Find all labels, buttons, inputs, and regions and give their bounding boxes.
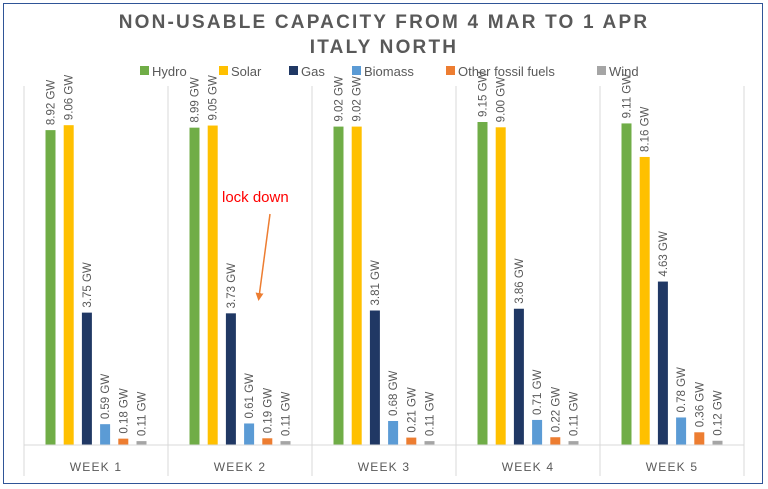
category-label: WEEK 5 [646,460,699,474]
data-label: 0.61 GW [244,373,256,419]
data-label: 9.02 GW [334,76,346,122]
bar-wind-week-4 [568,441,579,445]
data-label: 3.81 GW [370,260,382,306]
category-label: WEEK 1 [70,460,123,474]
chart-frame [3,3,763,484]
bar-hydro-week-5 [621,123,632,446]
bar-wind-week-2 [280,441,291,445]
data-label: 3.73 GW [226,263,238,309]
data-label: 0.11 GW [569,391,581,436]
legend-label-gas: Gas [301,64,325,79]
bar-hydro-week-4 [477,122,488,445]
bar-other-fossil-fuels-week-1 [118,438,129,445]
legend-label-hydro: Hydro [152,64,187,79]
bar-gas-week-2 [225,313,236,445]
legend-swatch-wind [597,66,606,75]
plot-area: 8.92 GW 9.06 GW 3.75 GW 0.59 GW 0.18 GW 0.11 … [23,71,745,476]
data-label: 8.16 GW [640,106,652,152]
bar-biomass-week-4 [532,419,543,445]
legend-swatch-biomass [352,66,361,75]
data-label: 0.68 GW [388,370,400,416]
data-label: 8.92 GW [46,80,58,126]
data-label: 9.06 GW [64,75,76,121]
data-label: 0.12 GW [713,390,725,436]
bar-hydro-week-2 [189,127,200,445]
legend-label-other-fossil-fuels: Other fossil fuels [458,64,555,79]
bar-hydro-week-3 [333,126,344,446]
data-label: 0.19 GW [262,388,274,434]
bar-biomass-week-2 [244,423,255,445]
legend: Hydro Solar Gas Biomass Other fossil fuels Wi… [140,64,639,79]
category-label: WEEK 2 [214,460,267,474]
data-label: 0.11 GW [281,391,293,436]
data-label: 0.21 GW [406,387,418,433]
data-label: 0.59 GW [100,374,112,420]
data-label: 9.15 GW [478,71,490,117]
data-label: 9.11 GW [622,74,634,119]
data-label: 9.05 GW [208,75,220,121]
bar-wind-week-3 [424,441,435,445]
legend-label-biomass: Biomass [364,64,414,79]
bar-biomass-week-1 [100,424,111,445]
data-label: 9.00 GW [496,77,508,123]
data-label: 0.11 GW [137,391,149,436]
chart-subtitle: ITALY NORTH [309,37,459,58]
bar-other-fossil-fuels-week-2 [262,438,273,445]
bar-solar-week-5 [639,156,650,445]
bar-other-fossil-fuels-week-5 [694,432,705,445]
bar-solar-week-2 [207,125,218,445]
data-label: 0.22 GW [550,387,562,433]
legend-label-solar: Solar [231,64,262,79]
data-label: 0.71 GW [532,369,544,415]
bar-other-fossil-fuels-week-3 [406,437,417,445]
annotation-layer: lock down [222,189,289,301]
data-label: 4.63 GW [658,231,670,277]
legend-label-wind: Wind [609,64,639,79]
bar-wind-week-1 [136,441,147,445]
data-label: 0.36 GW [694,382,706,428]
data-label: 3.75 GW [82,262,94,308]
bar-other-fossil-fuels-week-4 [550,437,561,445]
legend-swatch-gas [289,66,298,75]
annotation-arrow [255,213,271,301]
bar-solar-week-4 [495,127,506,446]
bar-biomass-week-5 [676,417,687,445]
data-label: 8.99 GW [190,77,202,123]
bar-hydro-week-1 [45,130,56,445]
chart-title: NON-USABLE CAPACITY FROM 4 MAR TO 1 APR [118,12,650,33]
legend-swatch-other-fossil-fuels [446,66,455,75]
bar-gas-week-4 [513,308,524,445]
bar-wind-week-5 [712,440,723,445]
data-label: 0.18 GW [118,388,130,434]
data-label: 0.78 GW [676,367,688,413]
category-label: WEEK 4 [502,460,555,474]
annotation-text: lock down [222,189,289,206]
legend-swatch-hydro [140,66,149,75]
bar-gas-week-1 [81,312,92,445]
data-label: 9.02 GW [352,76,364,122]
bar-biomass-week-3 [388,420,399,445]
legend-swatch-solar [219,66,228,75]
data-label: 3.86 GW [514,258,526,304]
bar-gas-week-3 [369,310,380,445]
bar-gas-week-5 [657,281,668,445]
bar-solar-week-1 [63,125,74,445]
category-label: WEEK 3 [358,460,411,474]
bar-solar-week-3 [351,126,362,446]
data-label: 0.11 GW [425,391,437,436]
